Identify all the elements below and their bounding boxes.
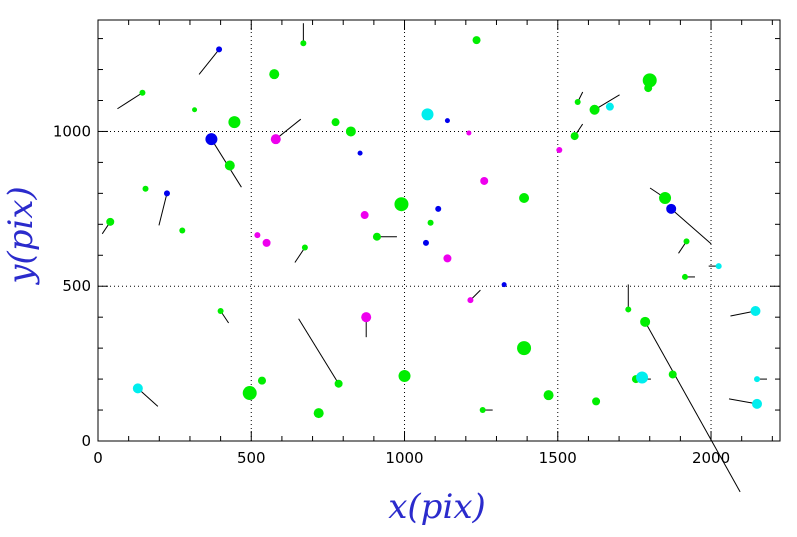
data-point-green <box>519 192 530 203</box>
tick-marks <box>97 20 780 442</box>
x-tick-label: 500 <box>237 449 266 467</box>
offset-vector <box>275 118 302 140</box>
data-point-magenta <box>467 297 474 304</box>
data-point-magenta <box>443 254 452 263</box>
data-point-blue <box>501 282 507 288</box>
data-point-magenta <box>480 176 489 185</box>
data-point-green <box>589 104 600 115</box>
y-tick-labels: 0 500 1000 <box>53 122 91 450</box>
offset-vector <box>158 193 168 226</box>
data-point-green <box>640 316 651 327</box>
x-tick-label: 1000 <box>385 449 423 467</box>
offset-vector <box>644 321 741 493</box>
data-point-green <box>217 307 224 314</box>
y-tick-label: 500 <box>62 277 91 295</box>
data-point-blue <box>357 150 363 156</box>
x-tick-label: 2000 <box>692 449 730 467</box>
data-point-green <box>479 407 486 414</box>
data-point-green <box>398 369 411 382</box>
data-point-magenta <box>361 312 372 323</box>
data-point-green <box>139 89 146 96</box>
data-point-green <box>224 160 235 171</box>
data-point-green <box>668 370 677 379</box>
data-point-green <box>331 118 340 127</box>
data-point-green <box>179 227 186 234</box>
data-point-cyan <box>750 305 761 316</box>
y-tick-label: 1000 <box>53 122 91 140</box>
data-point-green <box>313 408 324 419</box>
data-point-green <box>543 390 554 401</box>
offset-vector <box>670 208 712 245</box>
x-tick-labels: 0 500 1000 1500 2000 <box>93 449 730 467</box>
offset-vector <box>298 318 340 384</box>
offset-vector <box>294 247 306 263</box>
data-point-cyan <box>421 108 434 121</box>
data-point-green <box>192 107 198 113</box>
offset-vector <box>198 49 220 75</box>
data-point-magenta <box>466 130 472 136</box>
grid <box>98 20 780 441</box>
data-point-green <box>228 116 241 129</box>
x-tick-label: 1500 <box>539 449 577 467</box>
x-axis-label: x(pix) <box>388 487 486 527</box>
data-point-green <box>642 73 657 88</box>
data-point-green <box>625 306 632 313</box>
data-point-green <box>683 238 690 245</box>
data-point-magenta <box>262 238 271 247</box>
data-point-green <box>427 219 434 226</box>
data-point-green <box>334 379 343 388</box>
data-point-magenta <box>556 147 563 154</box>
data-point-cyan <box>636 371 649 384</box>
data-point-green <box>372 232 381 241</box>
data-point-green <box>681 273 688 280</box>
data-point-green <box>257 376 266 385</box>
data-point-green <box>242 386 257 401</box>
data-point-magenta <box>270 134 281 145</box>
data-point-cyan <box>605 102 614 111</box>
data-point-blue <box>216 46 223 53</box>
data-point-green <box>570 132 579 141</box>
data-point-blue <box>444 118 450 124</box>
data-point-green <box>659 191 672 204</box>
data-points <box>101 23 768 493</box>
data-point-magenta <box>360 211 369 220</box>
data-point-green <box>142 185 149 192</box>
plot-frame <box>97 19 781 442</box>
data-point-green <box>300 40 307 47</box>
y-tick-label: 0 <box>81 432 91 450</box>
data-point-green <box>472 36 481 45</box>
data-point-green <box>269 69 280 80</box>
data-point-green <box>592 397 601 406</box>
data-point-green <box>345 126 356 137</box>
data-point-blue <box>666 203 677 214</box>
data-point-blue <box>163 190 170 197</box>
offset-vector <box>117 92 143 110</box>
x-tick-label: 0 <box>93 449 103 467</box>
data-point-green <box>301 244 308 251</box>
data-point-green <box>574 99 581 106</box>
data-point-magenta <box>254 232 261 239</box>
data-point-green <box>106 217 115 226</box>
data-point-blue <box>435 205 442 212</box>
data-point-cyan <box>752 398 763 409</box>
data-point-cyan <box>715 263 722 270</box>
data-point-blue <box>422 239 429 246</box>
data-point-cyan <box>754 376 761 383</box>
data-point-blue <box>205 133 218 146</box>
y-axis-label: y(pix) <box>1 186 41 286</box>
data-point-green <box>517 341 532 356</box>
data-point-green <box>394 197 409 212</box>
data-point-cyan <box>132 383 143 394</box>
